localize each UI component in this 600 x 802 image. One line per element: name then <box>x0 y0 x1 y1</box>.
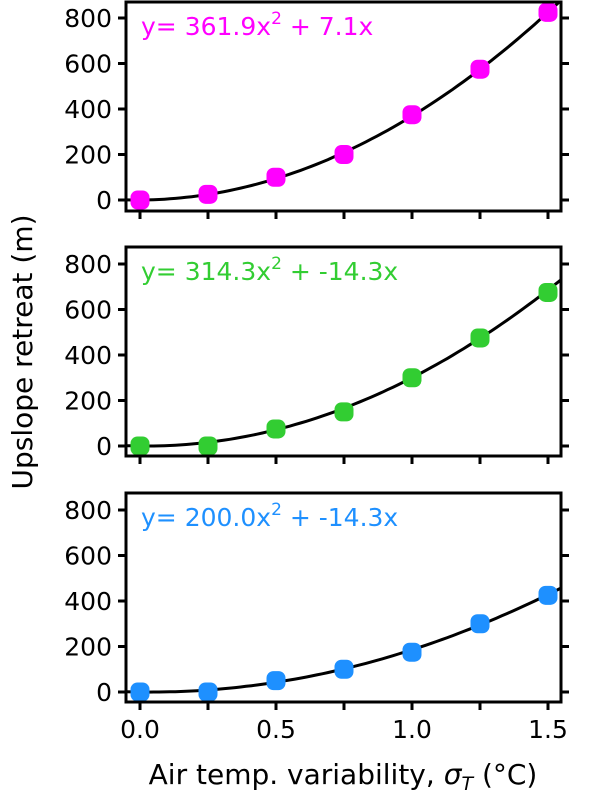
data-point <box>470 614 490 634</box>
data-point <box>334 659 354 679</box>
y-tick-label: 800 <box>64 250 112 279</box>
y-tick-label: 800 <box>64 4 112 33</box>
data-point <box>130 682 150 702</box>
y-tick-label: 0 <box>96 186 112 215</box>
data-point <box>334 145 354 164</box>
sigma-symbol: σ <box>444 758 463 791</box>
data-point <box>130 190 150 210</box>
fit-equation: y= 361.9x2 + 7.1x <box>141 9 373 41</box>
panel-top: 0 200 400 600 800 y= 361.9x2 + 7.1x <box>64 0 569 219</box>
data-point <box>198 436 218 456</box>
data-point <box>266 167 286 187</box>
data-point <box>538 282 558 302</box>
x-axis-label-prefix: Air temp. variability, <box>149 758 444 791</box>
y-axis-label: Upslope retreat (m) <box>6 214 39 489</box>
y-tick-label: 0 <box>96 678 112 707</box>
x-tick-label: 1.0 <box>392 715 432 744</box>
y-tick-label: 400 <box>64 587 112 616</box>
y-tick-label: 600 <box>64 50 112 79</box>
sigma-subscript: T <box>461 773 474 795</box>
data-point <box>538 2 558 22</box>
y-tick-label: 200 <box>64 141 112 170</box>
data-point <box>266 671 286 691</box>
x-tick-label: 0.0 <box>120 715 160 744</box>
x-axis-label-suffix: (°C) <box>473 758 537 791</box>
data-point <box>402 105 422 125</box>
data-point <box>266 419 286 439</box>
data-point <box>538 585 558 605</box>
y-tick-label: 200 <box>64 633 112 662</box>
data-point <box>334 402 354 422</box>
data-point <box>402 642 422 662</box>
x-axis-label: Air temp. variability, σT (°C) <box>149 758 538 795</box>
data-point <box>470 59 490 79</box>
y-tick-label: 0 <box>96 432 112 461</box>
x-tick-label: 0.5 <box>256 715 296 744</box>
y-tick-label: 200 <box>64 387 112 416</box>
fit-equation: y= 314.3x2 + -14.3x <box>141 254 398 286</box>
panel-middle: 0 200 400 600 800 y= 314.3x2 + -14.3x <box>64 245 569 464</box>
data-point <box>402 368 422 388</box>
y-tick-label: 600 <box>64 296 112 325</box>
x-tick-label: 1.5 <box>528 715 568 744</box>
panel-bottom: 0 200 400 600 800 y= 200.0x2 + -14.3x 0.0 0.5 1.… <box>64 491 569 744</box>
data-point <box>470 328 490 348</box>
y-tick-label: 400 <box>64 95 112 124</box>
y-tick-label: 800 <box>64 496 112 525</box>
data-point <box>130 436 150 456</box>
y-tick-label: 400 <box>64 341 112 370</box>
y-tick-label: 600 <box>64 542 112 571</box>
fit-equation: y= 200.0x2 + -14.3x <box>141 500 398 532</box>
data-point <box>198 184 218 204</box>
data-point <box>198 682 218 702</box>
